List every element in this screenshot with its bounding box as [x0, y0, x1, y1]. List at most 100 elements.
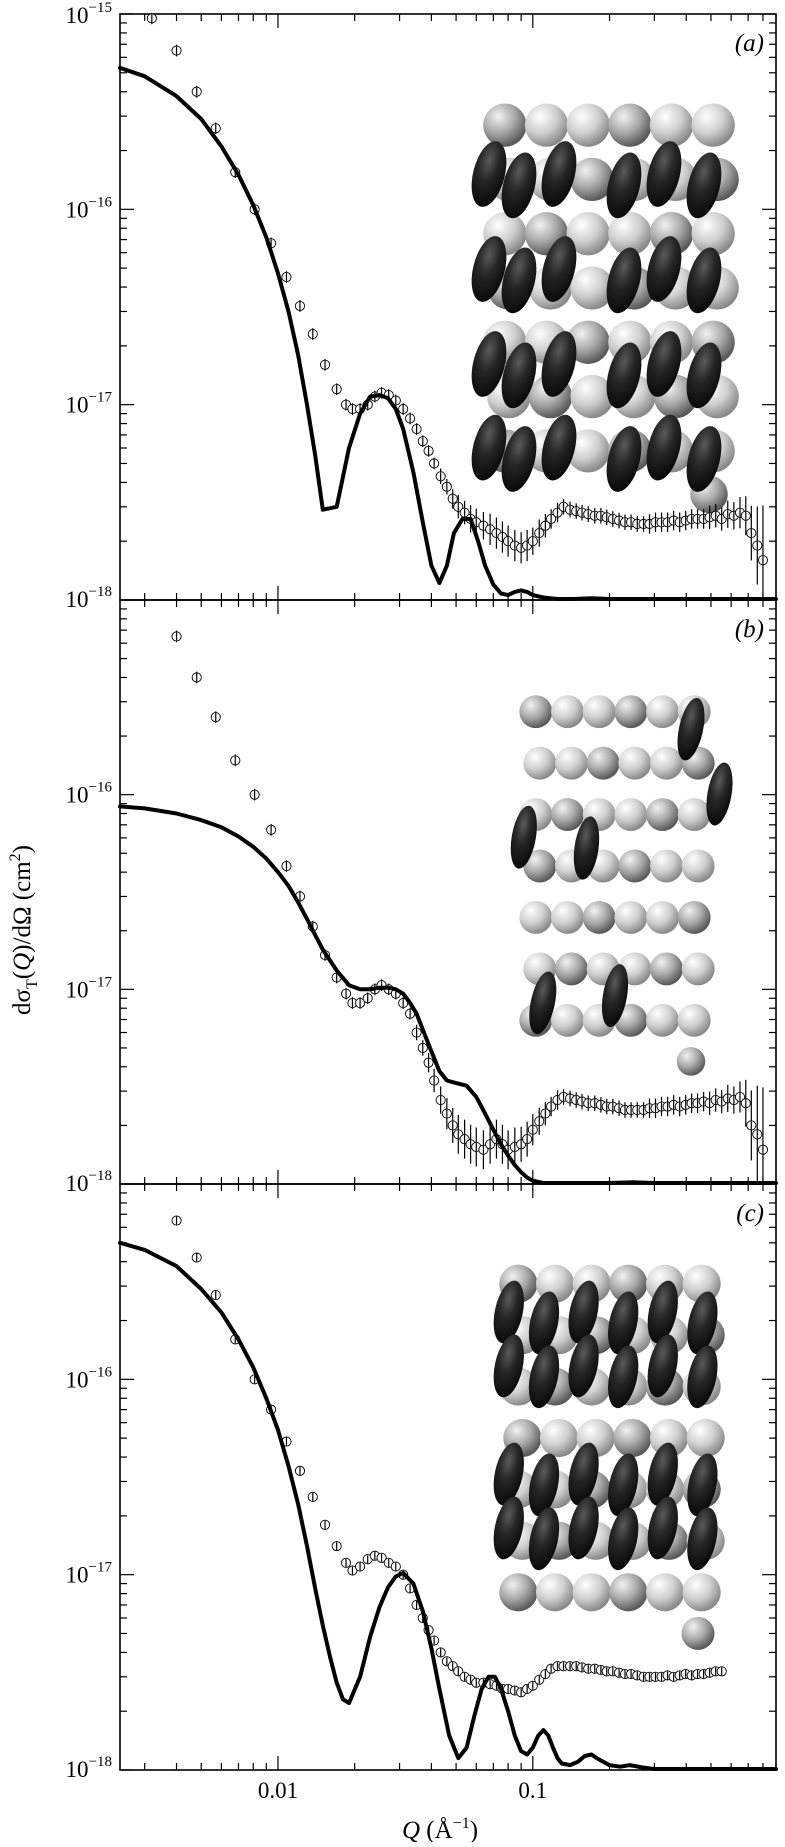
ligand-ellipsoid: [647, 1280, 678, 1344]
y-axis-label-open: (: [9, 971, 36, 979]
atom-sphere: [618, 746, 652, 780]
atom-sphere: [582, 900, 616, 934]
axis-label-layer: Q (Å−1) dσT(Q)/dΩ (cm2): [7, 845, 478, 1844]
y-axis-label-mid: )/dΩ (cm: [9, 861, 36, 953]
atom-sphere: [566, 320, 610, 364]
y-tick-label-base: 10: [66, 1171, 89, 1196]
atom-sphere: [613, 1418, 652, 1458]
atom-sphere: [609, 1264, 648, 1303]
ligand-ellipsoid: [471, 236, 507, 302]
y-tick-label-base: 10: [66, 587, 89, 612]
atom-sphere: [609, 1573, 648, 1612]
y-tick-label: 10−15: [66, 0, 112, 28]
ligand-ellipsoid: [529, 971, 557, 1035]
y-tick-label: 10−16: [66, 780, 113, 808]
ligand-ellipsoid: [510, 805, 537, 869]
ligand-ellipsoid: [501, 342, 537, 409]
y-tick-label-exp: −16: [89, 780, 113, 796]
atom-sphere: [614, 798, 648, 832]
atom-sphere: [539, 1418, 579, 1458]
atom-sphere: [551, 900, 584, 934]
y-tick-label-exp: −18: [89, 1754, 112, 1770]
ligand-ellipsoid: [568, 1334, 599, 1398]
atom-sphere: [566, 103, 610, 147]
y-tick-label-base: 10: [66, 977, 89, 1002]
atom-sphere: [677, 798, 711, 832]
y-axis-label-sub: T: [24, 979, 41, 989]
atom-sphere: [681, 849, 715, 883]
atom-sphere: [519, 695, 553, 729]
ligand-ellipsoid: [501, 152, 537, 219]
atom-sphere: [570, 157, 614, 202]
atom-sphere: [681, 952, 715, 986]
atom-sphere: [646, 900, 679, 934]
atom-sphere: [551, 798, 584, 832]
ligand-ellipsoid: [687, 1453, 718, 1517]
ligand-ellipsoid: [541, 141, 577, 207]
ligand-ellipsoid: [501, 247, 537, 314]
y-tick-label-exp: −16: [89, 1364, 113, 1380]
y-tick-label-exp: −16: [89, 194, 113, 210]
ligand-ellipsoid: [608, 1453, 639, 1517]
y-axis-label-d-sigma: dσ: [9, 988, 36, 1015]
ligand-ellipsoid: [647, 1442, 678, 1506]
ligand-ellipsoid: [541, 236, 577, 302]
atom-sphere: [645, 1573, 685, 1612]
ligand-ellipsoid: [541, 414, 577, 481]
atom-sphere: [523, 849, 557, 883]
ligand-ellipsoid: [573, 816, 600, 880]
atom-sphere: [555, 952, 588, 986]
atom-sphere: [646, 695, 679, 729]
ligand-ellipsoid: [541, 331, 577, 397]
model-curve: [118, 65, 778, 601]
ligand-ellipsoid: [686, 426, 722, 492]
y-tick-label: 10−16: [66, 194, 113, 222]
plot-layer: 10−1810−1710−1610−15(a)10−1810−1710−16(b…: [66, 0, 778, 1803]
molecular-model-layer: [471, 103, 739, 1650]
ligand-ellipsoid: [608, 1507, 639, 1571]
atom-sphere: [566, 212, 610, 256]
x-axis-label-unit: (Å: [420, 1817, 453, 1842]
atom-sphere: [649, 1418, 689, 1458]
x-axis-label: Q (Å−1): [402, 1815, 478, 1842]
atom-sphere: [572, 1573, 611, 1612]
y-tick-label: 10−17: [66, 974, 113, 1002]
y-axis-label: dσT(Q)/dΩ (cm2): [7, 845, 41, 1015]
molecular-model-a: [471, 103, 739, 514]
y-tick-label: 10−18: [66, 1168, 112, 1196]
y-axis-label-exp: 2: [7, 853, 24, 861]
atom-sphere: [483, 103, 527, 147]
ligand-ellipsoid: [646, 141, 682, 207]
y-tick-label-base: 10: [66, 1563, 89, 1588]
ligand-ellipsoid: [686, 247, 722, 314]
panel-label: (b): [735, 616, 764, 643]
ligand-ellipsoid: [471, 414, 507, 481]
ligand-ellipsoid: [647, 1334, 678, 1398]
atom-sphere: [686, 1418, 725, 1458]
ligand-ellipsoid: [493, 1280, 524, 1344]
ligand-ellipsoid: [677, 697, 705, 761]
ligand-ellipsoid: [687, 1507, 718, 1571]
ligand-ellipsoid: [646, 414, 682, 481]
y-tick-label: 10−18: [66, 1754, 112, 1782]
panel-label: (c): [736, 1200, 764, 1227]
atom-sphere: [677, 900, 711, 934]
ligand-ellipsoid: [528, 1507, 560, 1571]
ligand-ellipsoid: [471, 141, 507, 207]
panel-frame: [119, 1183, 777, 1771]
y-tick-label-exp: −18: [89, 1168, 112, 1184]
atom-sphere: [691, 212, 735, 256]
ligand-ellipsoid: [493, 1334, 524, 1398]
y-tick-label-base: 10: [66, 3, 89, 28]
ligand-ellipsoid: [647, 1496, 678, 1560]
x-axis-label-exp: −1: [453, 1815, 470, 1832]
atom-sphere: [618, 849, 652, 883]
y-tick-label: 10−18: [66, 584, 112, 612]
atom-sphere: [650, 746, 683, 780]
atom-sphere: [566, 429, 610, 473]
ligand-ellipsoid: [646, 236, 682, 302]
y-tick-label-exp: −17: [89, 974, 113, 990]
ligand-ellipsoid: [646, 331, 682, 397]
atom-sphere: [614, 900, 648, 934]
